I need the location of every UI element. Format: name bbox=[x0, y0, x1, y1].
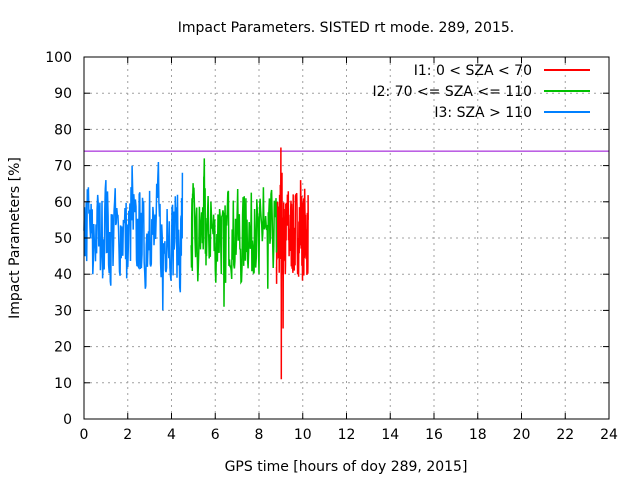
x-tick-label: 16 bbox=[425, 427, 443, 443]
x-tick-label: 24 bbox=[600, 427, 618, 443]
legend-label: I3: SZA > 110 bbox=[434, 105, 532, 121]
y-axis-label: Impact Parameters [%] bbox=[7, 157, 23, 319]
legend: I1: 0 < SZA < 70 I2: 70 <= SZA <= 110 I3: … bbox=[372, 63, 590, 121]
x-tick-label: 18 bbox=[469, 427, 487, 443]
x-tick-label: 20 bbox=[513, 427, 531, 443]
y-tick-label: 70 bbox=[54, 159, 72, 175]
x-tick-label: 0 bbox=[80, 427, 89, 443]
x-tick-label: 14 bbox=[381, 427, 399, 443]
y-tick-label: 100 bbox=[45, 50, 72, 66]
y-tick-label: 80 bbox=[54, 122, 72, 138]
x-axis-label: GPS time [hours of doy 289, 2015] bbox=[225, 459, 468, 475]
chart-title: Impact Parameters. SISTED rt mode. 289, … bbox=[178, 20, 514, 36]
legend-label: I1: 0 < SZA < 70 bbox=[414, 63, 532, 79]
y-tick-label: 40 bbox=[54, 267, 72, 283]
legend-label: I2: 70 <= SZA <= 110 bbox=[372, 84, 532, 100]
x-tick-label: 6 bbox=[211, 427, 220, 443]
x-tick-label: 2 bbox=[123, 427, 132, 443]
y-tick-label: 10 bbox=[54, 376, 72, 392]
series-group bbox=[83, 147, 309, 380]
x-tick-label: 10 bbox=[294, 427, 312, 443]
x-tick-label: 22 bbox=[556, 427, 574, 443]
y-tick-label: 30 bbox=[54, 303, 72, 319]
y-tick-label: 50 bbox=[54, 231, 72, 247]
x-tick-label: 12 bbox=[338, 427, 356, 443]
series-line-2 bbox=[190, 158, 278, 307]
y-tick-label: 20 bbox=[54, 340, 72, 356]
y-tick-label: 0 bbox=[63, 412, 72, 428]
y-tick-label: 90 bbox=[54, 86, 72, 102]
series-line-1 bbox=[275, 147, 309, 380]
axis-ticks: 0 2 4 6 8 10 12 14 16 18 20 22 240102030405060708090… bbox=[45, 50, 618, 443]
y-tick-label: 60 bbox=[54, 195, 72, 211]
x-tick-label: 8 bbox=[255, 427, 264, 443]
series-line-3 bbox=[83, 161, 184, 311]
x-tick-label: 4 bbox=[167, 427, 176, 443]
